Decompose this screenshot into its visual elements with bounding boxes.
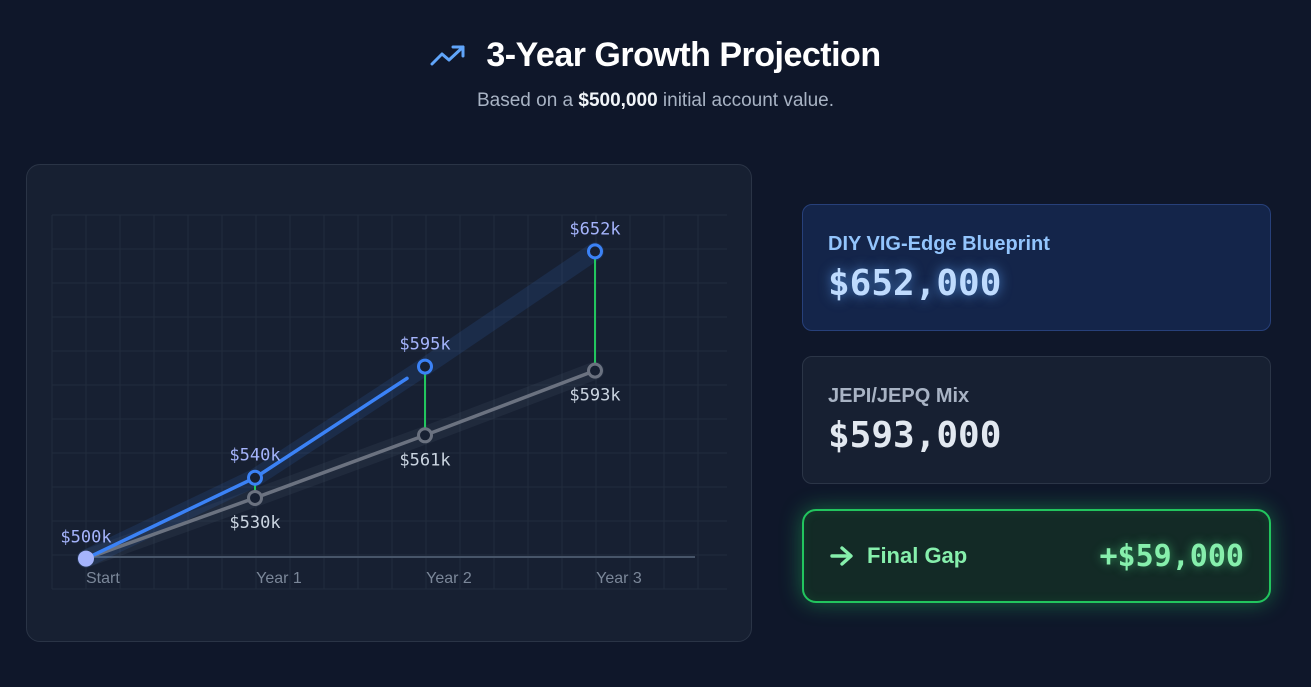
- label-start: $500k: [60, 528, 111, 548]
- chart-card: $500k $540k $530k $595k $561k $652k $593k Start…: [26, 164, 752, 642]
- jepi-point-1: [247, 489, 263, 506]
- x-tick-label-2: Year 2: [426, 570, 472, 587]
- diy-point-1: [247, 469, 263, 486]
- diy-card-label: DIY VIG-Edge Blueprint: [828, 233, 1050, 255]
- final-gap-label: Final Gap: [867, 543, 968, 568]
- jepi-point-2: [417, 427, 433, 444]
- jepi-label-1: $530k: [229, 513, 280, 533]
- x-tick-label-3: Year 3: [596, 570, 642, 587]
- growth-chart: $500k $540k $530k $595k $561k $652k $593k Start…: [51, 214, 727, 590]
- jepi-point-3: [587, 362, 603, 379]
- jepi-series-line: [84, 368, 597, 561]
- diy-point-3: [587, 243, 603, 260]
- start-point: [78, 550, 94, 567]
- final-gap-card: Final Gap +$59,000: [802, 509, 1271, 603]
- diy-label-2: $595k: [399, 335, 450, 355]
- jepi-label-2: $561k: [399, 450, 450, 470]
- x-tick-label-0: Start: [86, 570, 120, 587]
- trending-up-icon: [430, 45, 465, 65]
- jepi-card-value: $593,000: [828, 415, 1002, 456]
- page-title: 3-Year Growth Projection: [486, 36, 881, 74]
- final-gap-value: +$59,000: [1099, 538, 1245, 574]
- final-gap-left: Final Gap: [829, 511, 967, 601]
- diy-card: DIY VIG-Edge Blueprint $652,000: [802, 204, 1271, 331]
- page-subtitle: Based on a $500,000 initial account valu…: [0, 90, 1311, 112]
- subtitle-prefix: Based on a: [476, 90, 579, 111]
- diy-label-3: $652k: [569, 219, 620, 239]
- jepi-card: JEPI/JEPQ Mix $593,000: [802, 356, 1271, 484]
- x-tick-label-1: Year 1: [256, 570, 302, 587]
- title-row: 3-Year Growth Projection: [0, 36, 1311, 75]
- subtitle-amount: $500,000: [578, 90, 658, 111]
- diy-label-1: $540k: [229, 446, 280, 466]
- jepi-label-3: $593k: [569, 386, 620, 406]
- diy-point-2: [417, 358, 433, 375]
- diy-card-value: $652,000: [828, 263, 1002, 304]
- subtitle-suffix: initial account value.: [657, 90, 835, 111]
- jepi-card-label: JEPI/JEPQ Mix: [828, 385, 970, 407]
- arrow-right-icon: [830, 546, 853, 566]
